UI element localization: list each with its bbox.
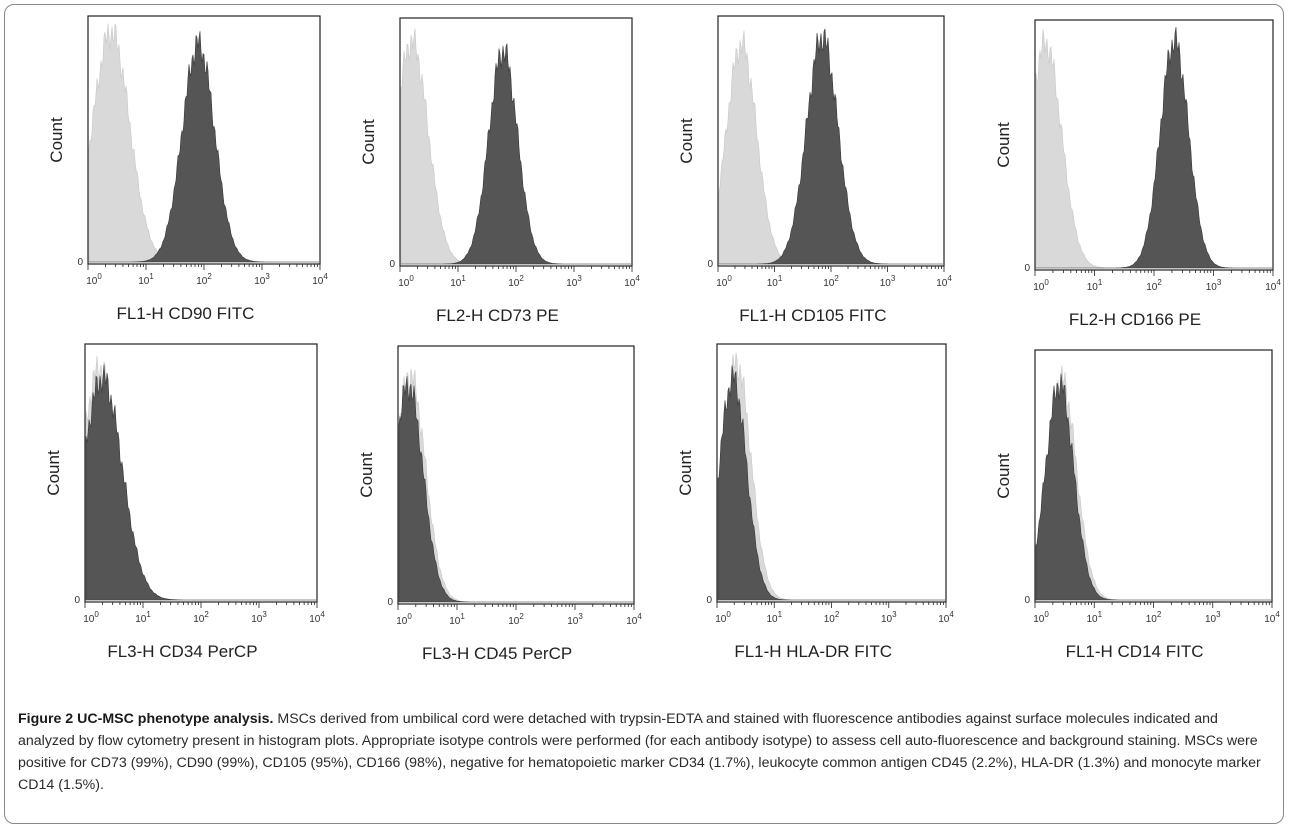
y-axis-label: Count <box>47 117 66 163</box>
stained-histogram <box>398 376 633 603</box>
x-tick-label: 103 <box>1205 610 1221 625</box>
x-tick-label: 102 <box>196 272 212 287</box>
x-tick-label: 100 <box>715 610 731 625</box>
x-tick-label: 102 <box>824 610 840 625</box>
figure-frame <box>4 4 1284 824</box>
y-tick-label: 0 <box>1024 595 1030 606</box>
stained-histogram <box>1035 373 1271 601</box>
x-tick-label: 102 <box>508 612 524 627</box>
x-tick-label: 101 <box>1087 278 1103 293</box>
x-tick-label: 101 <box>450 274 466 289</box>
y-axis-label: Count <box>677 118 696 164</box>
x-tick-label: 103 <box>254 272 270 287</box>
x-axis-label: FL2-H CD166 PE <box>1069 310 1201 329</box>
figure-caption: Figure 2 UC-MSC phenotype analysis. MSCs… <box>18 708 1272 796</box>
y-tick-label: 0 <box>707 259 713 270</box>
stained-histogram <box>401 43 631 265</box>
x-tick-label: 100 <box>398 274 414 289</box>
x-axis-label: FL1-H CD90 FITC <box>116 304 254 323</box>
x-tick-label: 103 <box>1206 278 1222 293</box>
stained-histogram <box>89 31 319 263</box>
x-tick-label: 103 <box>567 612 583 627</box>
x-axis-label: FL3-H CD45 PerCP <box>422 644 572 663</box>
x-tick-label: 100 <box>396 612 412 627</box>
y-axis-label: Count <box>359 119 378 165</box>
stained-histogram <box>719 28 943 265</box>
x-tick-label: 100 <box>83 610 99 625</box>
y-axis-label: Count <box>676 450 695 496</box>
y-axis-label: Count <box>994 453 1013 499</box>
x-tick-label: 102 <box>823 274 839 289</box>
stained-histogram <box>85 364 316 601</box>
x-tick-label: 102 <box>1146 610 1162 625</box>
x-tick-label: 100 <box>86 272 102 287</box>
x-tick-label: 100 <box>716 274 732 289</box>
x-tick-label: 104 <box>1265 278 1281 293</box>
y-axis-label: Count <box>44 450 63 496</box>
x-tick-label: 101 <box>767 274 783 289</box>
x-tick-label: 103 <box>880 274 896 289</box>
x-tick-label: 102 <box>508 274 524 289</box>
x-tick-label: 101 <box>1086 610 1102 625</box>
y-tick-label: 0 <box>387 597 393 608</box>
x-tick-label: 103 <box>566 274 582 289</box>
x-tick-label: 103 <box>251 610 267 625</box>
x-tick-label: 102 <box>193 610 209 625</box>
x-axis-label: FL3-H CD34 PerCP <box>107 642 257 661</box>
y-tick-label: 0 <box>1024 263 1030 274</box>
x-tick-label: 104 <box>624 274 640 289</box>
x-tick-label: 101 <box>135 610 151 625</box>
x-tick-label: 104 <box>936 274 952 289</box>
x-tick-label: 100 <box>1033 278 1049 293</box>
x-axis-label: FL1-H CD105 FITC <box>739 306 886 325</box>
x-axis-label: FL1-H HLA-DR FITC <box>734 642 892 661</box>
x-tick-label: 102 <box>1146 278 1162 293</box>
x-tick-label: 104 <box>1264 610 1280 625</box>
x-tick-label: 101 <box>138 272 154 287</box>
x-tick-label: 101 <box>449 612 465 627</box>
y-tick-label: 0 <box>77 257 83 268</box>
x-tick-label: 104 <box>312 272 328 287</box>
x-axis-label: FL2-H CD73 PE <box>436 306 559 325</box>
stained-histogram <box>1036 27 1272 269</box>
x-tick-label: 104 <box>309 610 325 625</box>
x-tick-label: 103 <box>881 610 897 625</box>
y-tick-label: 0 <box>706 595 712 606</box>
x-tick-label: 104 <box>626 612 642 627</box>
stained-histogram <box>717 365 945 601</box>
x-tick-label: 100 <box>1033 610 1049 625</box>
caption-title: Figure 2 UC-MSC phenotype analysis. <box>18 711 274 727</box>
y-axis-label: Count <box>357 452 376 498</box>
y-tick-label: 0 <box>74 595 80 606</box>
x-axis-label: FL1-H CD14 FITC <box>1066 642 1204 661</box>
y-axis-label: Count <box>994 122 1013 168</box>
x-tick-label: 101 <box>766 610 782 625</box>
y-tick-label: 0 <box>389 259 395 270</box>
caption-text: MSCs derived from umbilical cord were de… <box>18 711 1261 793</box>
x-tick-label: 104 <box>938 610 954 625</box>
